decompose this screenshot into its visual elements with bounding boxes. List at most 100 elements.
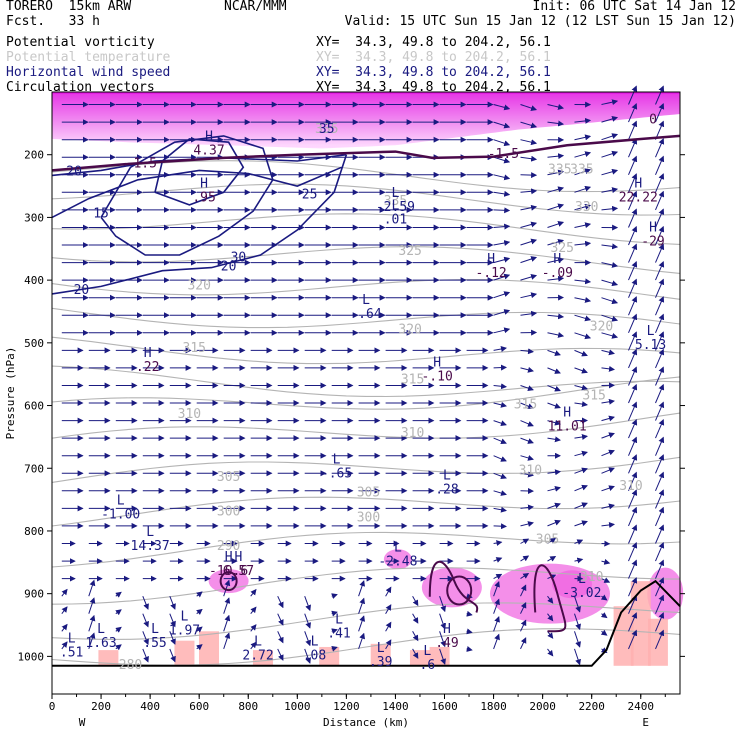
circulation-vector	[412, 613, 419, 624]
circulation-vector	[493, 557, 503, 563]
x-tick-label: 1800	[480, 700, 507, 713]
theta-label: 320	[187, 279, 210, 294]
extremum-marker: H	[235, 550, 243, 565]
extremum-marker: H	[563, 406, 571, 421]
circulation-vector	[628, 243, 638, 263]
circulation-vector	[547, 104, 565, 110]
circulation-vector	[601, 150, 619, 158]
circulation-vector	[250, 641, 257, 650]
circulation-vector	[547, 332, 565, 338]
circulation-vector	[574, 349, 588, 357]
circulation-vector	[493, 346, 507, 352]
y-tick-label: 900	[24, 588, 44, 601]
x-tick-label: 1600	[431, 700, 458, 713]
theta-label: 320	[590, 319, 613, 334]
circulation-vector	[574, 297, 592, 303]
theta-label: 315	[401, 373, 424, 388]
circulation-vector	[547, 169, 565, 176]
circulation-vector	[628, 260, 638, 281]
circulation-vector	[655, 155, 665, 175]
circulation-vector	[493, 156, 511, 164]
circulation-vector	[601, 577, 611, 583]
circulation-vector	[169, 596, 176, 610]
circulation-vector	[655, 296, 665, 316]
circulation-vector	[547, 555, 557, 562]
circulation-vector	[655, 348, 665, 369]
circulation-vector	[628, 155, 638, 175]
circulation-vector	[628, 524, 638, 544]
circulation-vector	[412, 631, 419, 642]
theta-label: 335	[570, 163, 593, 178]
circulation-vector	[88, 632, 96, 650]
legend-label: Horizontal wind speed	[6, 65, 171, 80]
theta-label: 325	[551, 241, 574, 256]
circulation-vector	[628, 471, 638, 491]
circulation-vector	[115, 644, 122, 651]
circulation-vector	[628, 454, 638, 474]
circulation-vector	[412, 595, 419, 607]
circulation-vector	[493, 633, 500, 650]
circulation-vector	[655, 243, 665, 263]
theta-contour	[51, 278, 681, 300]
circulation-vector	[196, 626, 203, 633]
circulation-vector	[88, 579, 96, 597]
circulation-vector	[547, 349, 561, 356]
x-axis-label: Distance (km)	[323, 716, 409, 729]
pv-label: 1.5	[133, 156, 156, 171]
circulation-vector	[547, 385, 561, 392]
circulation-vector	[115, 591, 122, 598]
legend-label: Potential temperature	[6, 50, 171, 65]
circulation-vector	[493, 401, 507, 408]
circulation-vector	[439, 596, 446, 613]
circulation-vector	[628, 190, 638, 211]
wind-speed-contour	[100, 135, 274, 256]
pv-label: 0	[649, 112, 657, 127]
circulation-vector	[601, 558, 611, 565]
circulation-vector	[600, 612, 608, 619]
circulation-vector	[115, 609, 122, 616]
circulation-vector	[412, 648, 419, 659]
extremum-marker: L	[311, 635, 319, 650]
extremum-marker: H	[649, 221, 657, 236]
model-title: TORERO 15km ARW	[6, 0, 132, 14]
wind-speed-contour	[51, 154, 348, 295]
x-tick-label: 2200	[578, 700, 605, 713]
circulation-vector	[493, 383, 507, 390]
circulation-vector	[574, 502, 588, 509]
extremum-marker: L	[423, 644, 431, 659]
circulation-vector	[601, 449, 615, 457]
circulation-vector	[493, 139, 511, 147]
extremum-value: 1.63	[85, 636, 116, 651]
circulation-vector	[628, 418, 638, 439]
extremum-marker: H	[443, 622, 451, 637]
circulation-vector	[250, 624, 257, 632]
extremum-value: -3.02	[562, 586, 601, 601]
extremum-value: -2.48	[378, 554, 417, 569]
extremum-marker: H	[205, 130, 213, 145]
circulation-vector	[574, 278, 592, 285]
circulation-vector	[574, 332, 592, 340]
extremum-marker: L	[68, 631, 76, 646]
y-tick-label: 200	[24, 149, 44, 162]
circulation-vector	[655, 401, 665, 421]
circulation-vector	[493, 523, 507, 530]
circulation-vector	[520, 584, 527, 597]
circulation-vector	[628, 348, 638, 369]
circulation-vector	[574, 151, 592, 158]
circulation-vector	[520, 504, 534, 511]
x-tick-label: 2000	[529, 700, 556, 713]
circulation-vector	[547, 221, 565, 228]
legend-xy: XY= 34.3, 49.8 to 204.2, 56.1	[316, 50, 551, 65]
extremum-marker: L	[377, 641, 385, 656]
x-tick-label: 1200	[333, 700, 360, 713]
pv-surface-patch	[370, 643, 391, 666]
circulation-vector	[358, 580, 366, 597]
circulation-vector	[601, 485, 615, 492]
wind-speed-contour	[51, 166, 342, 219]
circulation-vector	[547, 613, 554, 622]
circulation-vector	[547, 469, 561, 476]
theta-label: 300	[357, 511, 380, 526]
circulation-vector	[547, 257, 565, 264]
circulation-vector	[331, 610, 338, 617]
circulation-vector	[655, 594, 665, 614]
